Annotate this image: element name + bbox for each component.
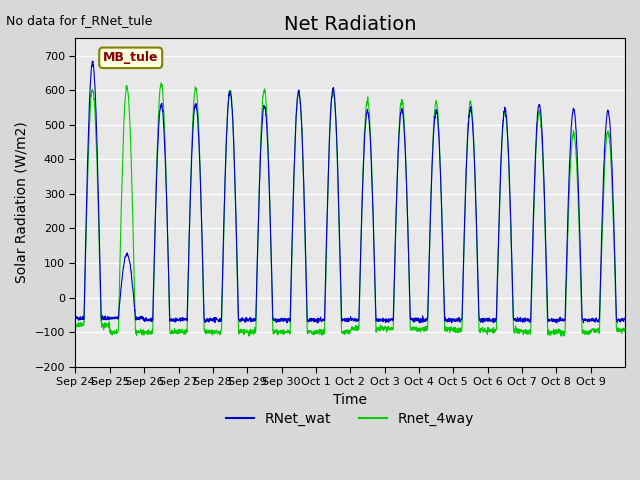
RNet_wat [516, 316, 524, 322]
RNet_wat [547, 318, 555, 324]
Rnet_4way [614, 329, 621, 335]
Text: No data for f_RNet_tule: No data for f_RNet_tule [6, 14, 153, 27]
Rnet_4way [245, 329, 253, 335]
RNet_wat [127, 266, 134, 272]
Text: MB_tule: MB_tule [103, 51, 159, 64]
X-axis label: Time: Time [333, 393, 367, 407]
RNet_wat [72, 315, 79, 321]
RNet_wat [384, 318, 392, 324]
Title: Net Radiation: Net Radiation [284, 15, 417, 34]
Rnet_4way [127, 132, 134, 138]
Rnet_4way [516, 326, 524, 332]
RNet_wat [88, 58, 96, 64]
RNet_wat [614, 317, 621, 323]
RNet_wat [621, 316, 629, 322]
Rnet_4way [157, 80, 165, 86]
Rnet_4way [383, 327, 391, 333]
Line: RNet_wat: RNet_wat [76, 61, 625, 323]
RNet_wat [245, 316, 253, 322]
Rnet_4way [558, 333, 566, 339]
Line: Rnet_4way: Rnet_4way [76, 83, 625, 336]
Rnet_4way [621, 327, 629, 333]
Rnet_4way [72, 322, 79, 328]
Y-axis label: Solar Radiation (W/m2): Solar Radiation (W/m2) [15, 121, 29, 283]
Legend: RNet_wat, Rnet_4way: RNet_wat, Rnet_4way [220, 407, 480, 432]
Rnet_4way [547, 330, 555, 336]
RNet_wat [314, 320, 322, 326]
